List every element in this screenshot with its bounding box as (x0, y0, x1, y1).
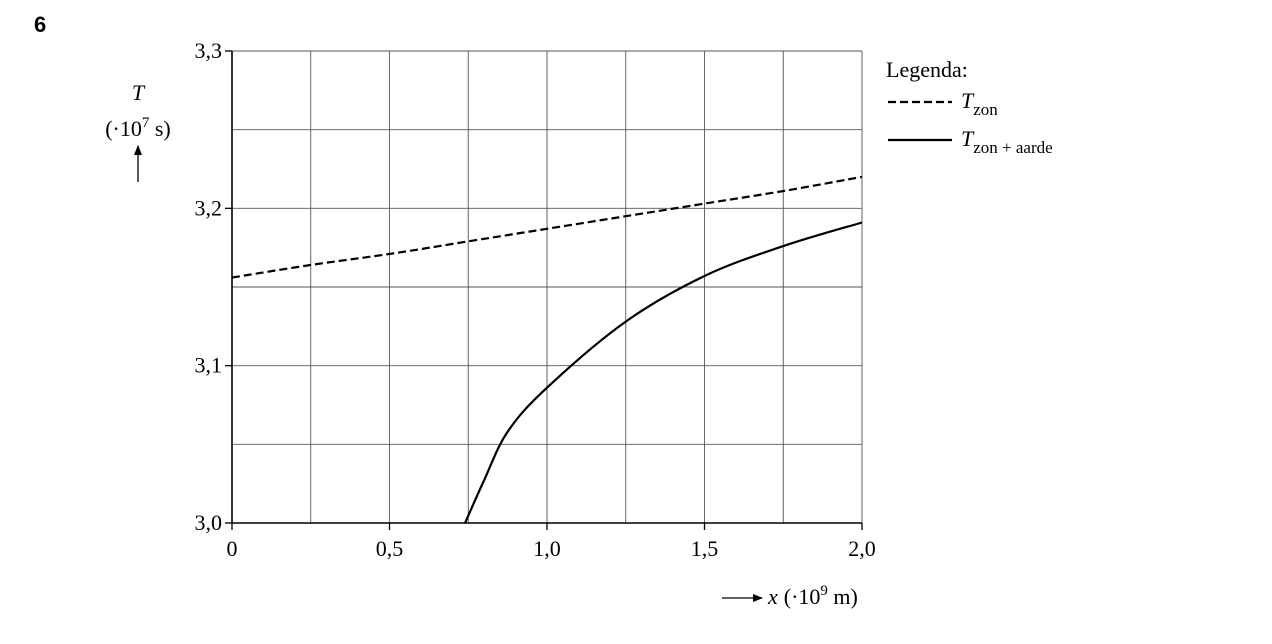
y-label-symbol: T (132, 80, 146, 105)
y-tick-label: 3,0 (195, 510, 223, 535)
y-label-exponent: 7 (142, 115, 150, 131)
y-tick-label: 3,3 (195, 38, 223, 63)
x-tick-label: 1,0 (533, 536, 561, 561)
legend-title: Legenda: (886, 57, 968, 82)
legend-symbol: T (961, 126, 975, 151)
x-label-prefix: (·10 (784, 584, 821, 609)
x-tick-label: 0,5 (376, 536, 404, 561)
x-label-unit: m) (828, 584, 858, 609)
y-tick-label: 3,2 (195, 195, 223, 220)
x-label-symbol: x (767, 584, 778, 609)
x-label: x (·109 m) (767, 583, 858, 609)
data-line (464, 221, 863, 524)
legend-subscript: zon + aarde (973, 138, 1052, 157)
x-axis-label: x (·109 m) (722, 583, 858, 609)
legend-entry: Tzon (961, 88, 998, 119)
y-axis-label: T (·107 s) (105, 80, 171, 182)
x-tick-label: 1,5 (691, 536, 719, 561)
legend-symbol: T (961, 88, 975, 113)
legend-subscript: zon (973, 100, 998, 119)
y-tick-label: 3,1 (195, 353, 223, 378)
x-label-exponent: 9 (820, 583, 828, 599)
x-tick-label: 0 (227, 536, 238, 561)
legend-entry: Tzon + aarde (961, 126, 1053, 157)
y-label-unit-text: s) (149, 116, 170, 141)
y-label-unit: (·107 s) (105, 115, 171, 141)
data-line (231, 175, 863, 279)
question-number: 6 (34, 12, 46, 37)
y-label-prefix: (·10 (105, 116, 142, 141)
x-tick-label: 2,0 (848, 536, 876, 561)
